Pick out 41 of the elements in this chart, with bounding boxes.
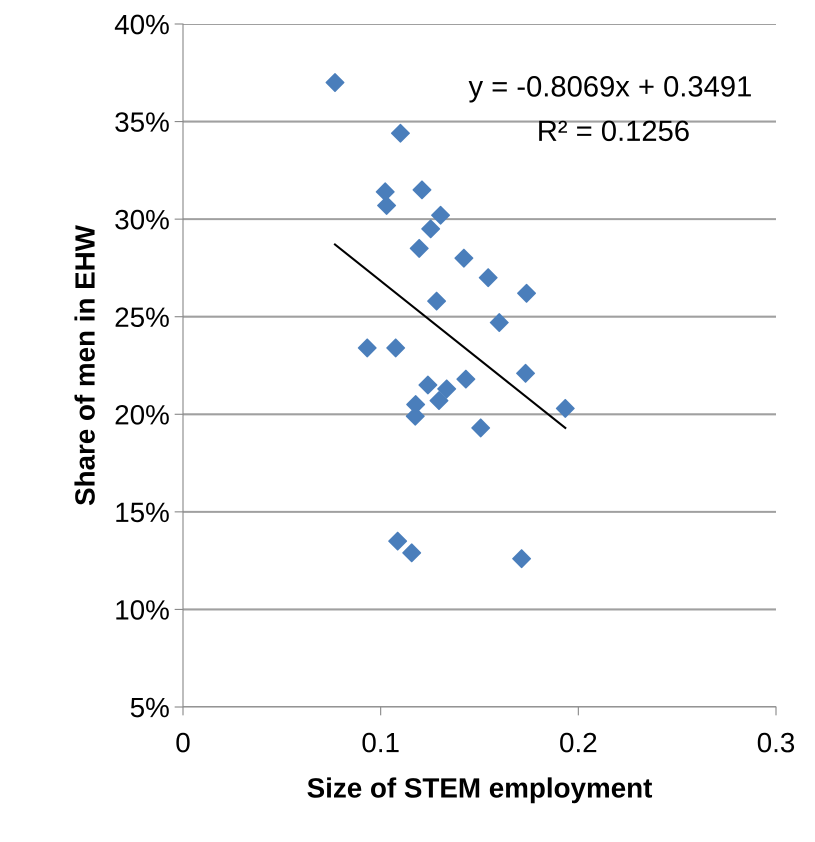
point — [377, 196, 396, 215]
point — [490, 313, 509, 332]
point — [390, 124, 410, 143]
annotation: y = -0.8069x + 0.3491 — [468, 76, 751, 102]
point — [418, 376, 438, 394]
point — [471, 418, 490, 438]
y-tick-label: 15% — [116, 502, 169, 522]
point — [358, 338, 377, 358]
point — [431, 206, 450, 225]
x-tick-label: 0 — [176, 732, 190, 752]
point — [437, 379, 456, 398]
y-tick-label: 35% — [115, 112, 169, 132]
y-tick-label: 40% — [114, 14, 169, 34]
x-tick-label: 0.3 — [758, 732, 794, 752]
point — [410, 238, 429, 258]
point — [512, 549, 532, 568]
point — [386, 338, 406, 358]
point — [412, 180, 432, 200]
point — [421, 219, 440, 238]
y-tick-label: 5% — [130, 698, 169, 718]
point — [456, 370, 476, 389]
point — [430, 391, 448, 410]
x-tick-label: 0.1 — [362, 732, 399, 752]
annotation: R² = 0.1256 — [539, 120, 689, 142]
point — [454, 248, 474, 268]
y-tick-label: 10% — [116, 600, 169, 620]
y-tick-label: 30% — [115, 210, 169, 230]
point — [388, 532, 408, 551]
x-axis-title: Size of STEM employment — [307, 777, 652, 804]
point — [427, 292, 446, 311]
y-tick-label: 20% — [116, 404, 169, 425]
point — [517, 284, 536, 303]
point — [402, 543, 422, 562]
point — [516, 364, 536, 383]
x-tick-label: 0.2 — [560, 732, 596, 752]
point — [376, 182, 395, 202]
point — [556, 398, 575, 418]
y-tick-label: 25% — [116, 307, 169, 328]
y-axis-title: Share of men in EHW — [74, 225, 95, 506]
point — [326, 73, 344, 92]
point — [478, 268, 498, 288]
